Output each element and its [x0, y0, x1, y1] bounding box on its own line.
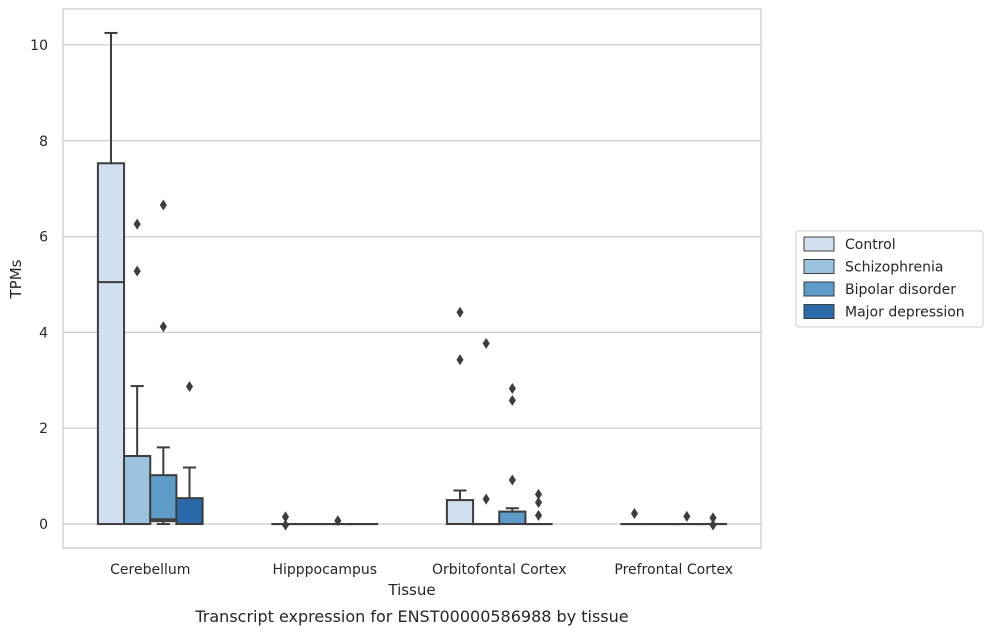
legend-swatch — [803, 236, 835, 252]
outlier-point — [482, 493, 490, 505]
y-axis-label: TPMs — [7, 259, 25, 299]
y-tick-label: 2 — [39, 421, 48, 437]
x-tick-label: Orbitofontal Cortex — [432, 562, 567, 578]
legend-label: Major depression — [845, 305, 965, 321]
box-3-0 — [175, 381, 204, 526]
box-1-0 — [123, 218, 152, 526]
outlier-point — [534, 488, 543, 500]
legend-swatch — [803, 259, 835, 274]
box-3-3 — [698, 512, 728, 531]
outlier-point — [133, 265, 141, 277]
outlier-point — [281, 519, 290, 531]
outlier-point — [159, 321, 167, 333]
outlier-point — [456, 354, 464, 366]
box-0-1 — [271, 511, 300, 531]
outlier-point — [133, 218, 141, 230]
y-tick-label: 0 — [39, 517, 48, 533]
box-body — [149, 474, 178, 523]
box-1-2 — [472, 337, 501, 526]
outlier-point — [508, 382, 516, 394]
y-tick-label: 8 — [39, 134, 48, 150]
box-body — [498, 510, 527, 526]
outlier-point — [709, 512, 717, 524]
outlier-point — [508, 394, 516, 406]
outlier-point — [683, 510, 691, 522]
box-body — [96, 162, 126, 526]
box-0-0 — [96, 31, 126, 526]
x-tick-labels: Cerebellum Hipppocampus Orbitofontal Corte… — [110, 562, 733, 578]
box-body — [175, 497, 204, 526]
outlier-point — [630, 508, 639, 519]
outlier-point — [159, 199, 167, 211]
outlier-point — [456, 306, 464, 318]
chart-title: Transcript expression for ENST0000058698… — [194, 607, 628, 626]
box-3-2 — [524, 488, 553, 526]
plot-background — [63, 9, 761, 548]
box-2-0 — [149, 199, 178, 526]
outlier-point — [508, 474, 516, 486]
outlier-point — [281, 511, 290, 523]
legend-items: Control Schizophrenia Bipolar disorder Majo… — [803, 236, 965, 321]
y-tick-labels: 0 2 4 6 8 10 — [30, 38, 48, 533]
outlier-point — [709, 519, 717, 531]
box-body — [123, 455, 152, 526]
legend: Control Schizophrenia Bipolar disorder Majo… — [795, 230, 984, 328]
legend-label: Bipolar disorder — [845, 282, 956, 298]
legend-swatch — [803, 304, 835, 319]
legend-label: Control — [845, 237, 896, 253]
outlier-point — [482, 337, 490, 349]
x-axis-label: Tissue — [387, 581, 435, 599]
outlier-point — [534, 497, 543, 508]
legend-swatch — [803, 281, 835, 297]
box-2-2 — [498, 382, 527, 526]
x-tick-label: Cerebellum — [110, 562, 190, 578]
legend-label: Schizophrenia — [845, 260, 943, 276]
outlier-point — [185, 381, 194, 392]
y-tick-label: 10 — [30, 38, 48, 54]
legend-frame — [795, 230, 984, 328]
box-0-2 — [445, 306, 475, 526]
box-body — [445, 499, 475, 526]
boxes-layer — [96, 31, 728, 531]
x-tick-label: Prefrontal Cortex — [614, 562, 733, 578]
outlier-point — [334, 515, 342, 527]
y-tick-label: 6 — [39, 230, 48, 246]
x-tick-label: Hipppocampus — [272, 562, 377, 578]
plot-frame — [62, 8, 762, 549]
outlier-point — [534, 509, 543, 521]
y-tick-label: 4 — [39, 325, 48, 341]
